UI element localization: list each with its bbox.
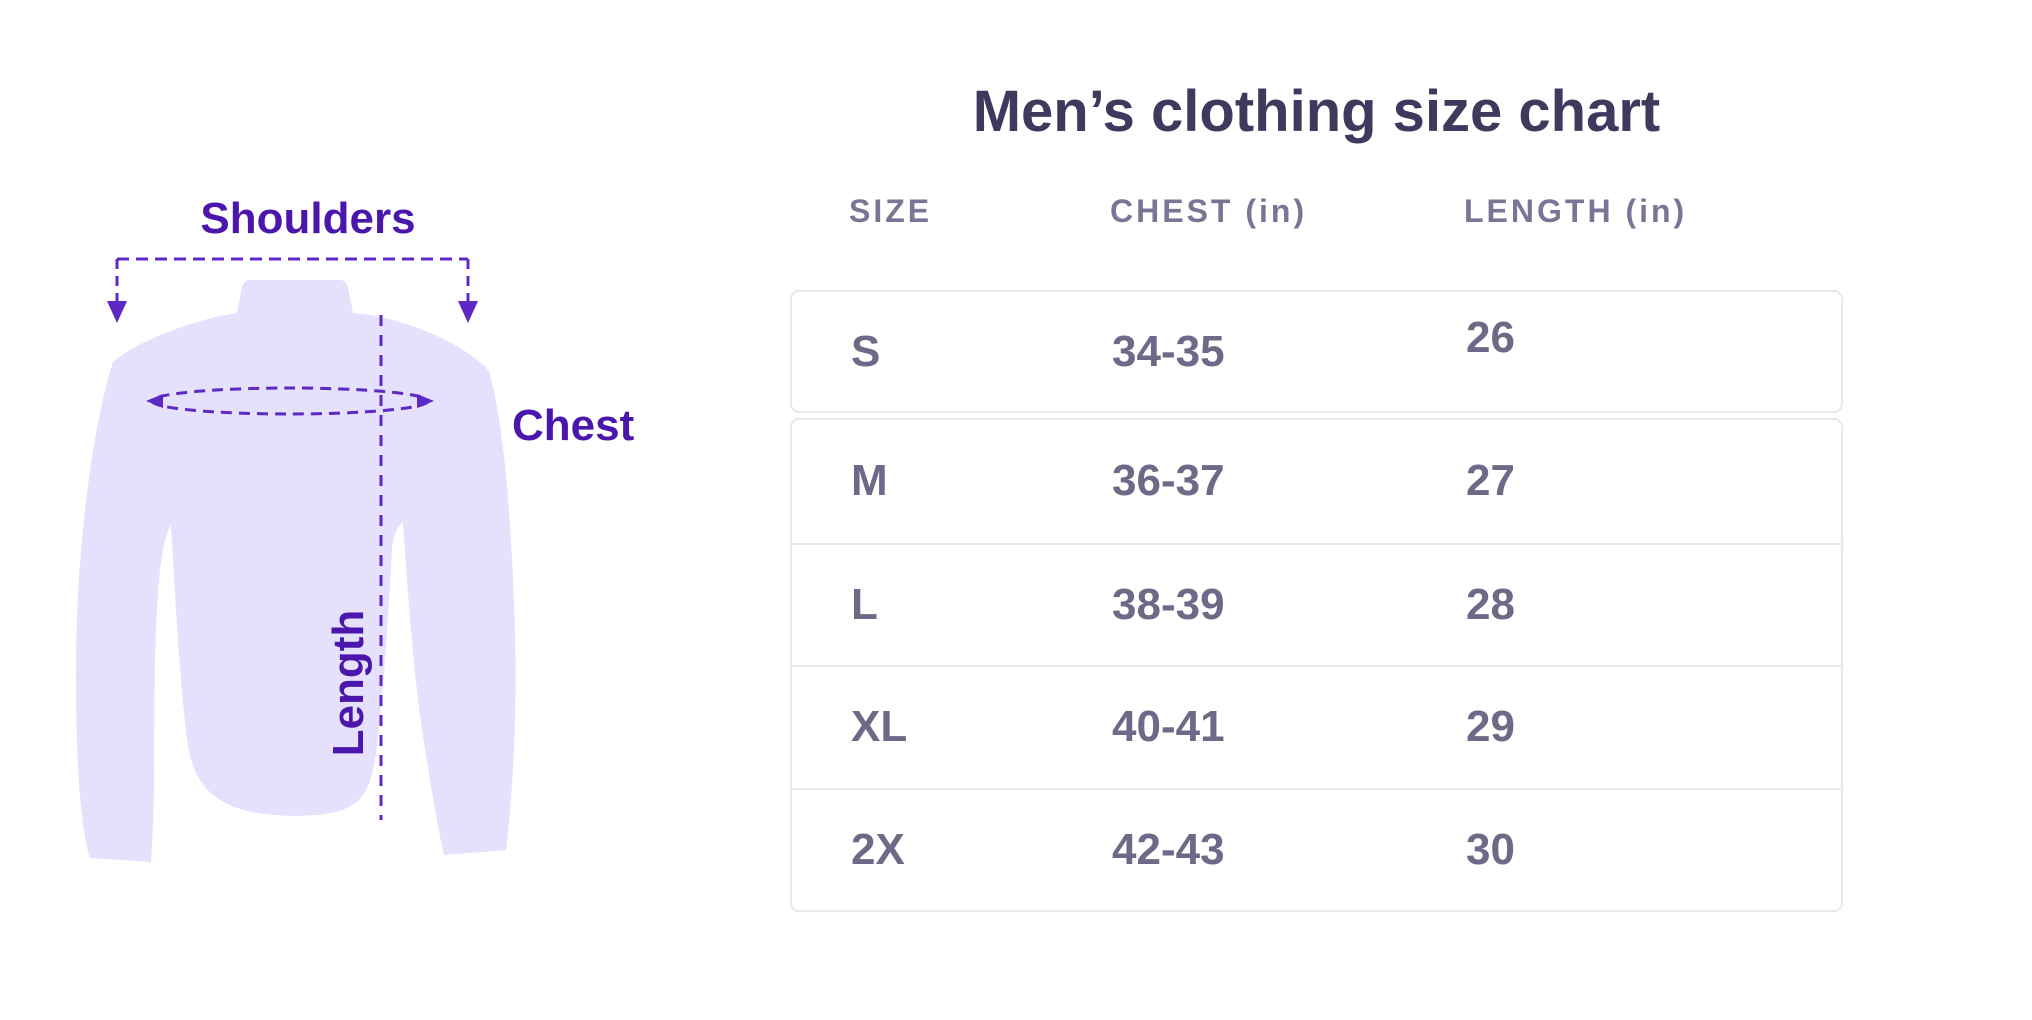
table-row: M 36-37 27: [792, 420, 1841, 543]
cell-length: 29: [1466, 702, 1515, 752]
shirt-measurement-diagram: Shoulders Chest Length: [0, 0, 760, 1020]
cell-chest: 42-43: [1112, 824, 1225, 874]
cell-size: XL: [851, 702, 908, 752]
size-table-card-m-2x: M 36-37 27 L 38-39 28 XL 40-41 29 2X 42-…: [790, 418, 1843, 912]
table-row: 2X 42-43 30: [792, 787, 1841, 911]
table-row: L 38-39 28: [792, 542, 1841, 666]
column-header-size: SIZE: [849, 193, 933, 229]
chest-measure-ellipse: [146, 386, 434, 416]
table-row: XL 40-41 29: [792, 665, 1841, 788]
cell-chest: 34-35: [1112, 326, 1225, 376]
cell-size: L: [851, 579, 878, 629]
cell-chest: 36-37: [1112, 456, 1225, 506]
column-header-chest: CHEST (in): [1110, 193, 1308, 229]
cell-length: 30: [1466, 824, 1515, 874]
cell-length: 27: [1466, 456, 1515, 506]
cell-size: S: [851, 326, 881, 376]
shirt-silhouette: [75, 310, 516, 862]
size-table-card-s: S 34-35 26: [790, 290, 1843, 413]
cell-size: M: [851, 456, 888, 506]
table-header-row: SIZE CHEST (in) LENGTH (in): [790, 193, 1843, 230]
cell-size: 2X: [851, 824, 905, 874]
column-header-length: LENGTH (in): [1464, 193, 1688, 229]
cell-chest: 40-41: [1112, 702, 1225, 752]
cell-chest: 38-39: [1112, 579, 1225, 629]
cell-length: 26: [1466, 312, 1515, 362]
cell-length: 28: [1466, 579, 1515, 629]
chest-label: Chest: [512, 401, 635, 450]
table-row: S 34-35 26: [792, 292, 1841, 411]
shoulders-measure-arrow: [107, 257, 478, 323]
length-label: Length: [324, 609, 373, 757]
shoulders-label: Shoulders: [200, 194, 416, 243]
shirt-collar: [237, 280, 353, 313]
page-title: Men’s clothing size chart: [972, 79, 1661, 144]
shirt-graphic: [75, 257, 516, 862]
